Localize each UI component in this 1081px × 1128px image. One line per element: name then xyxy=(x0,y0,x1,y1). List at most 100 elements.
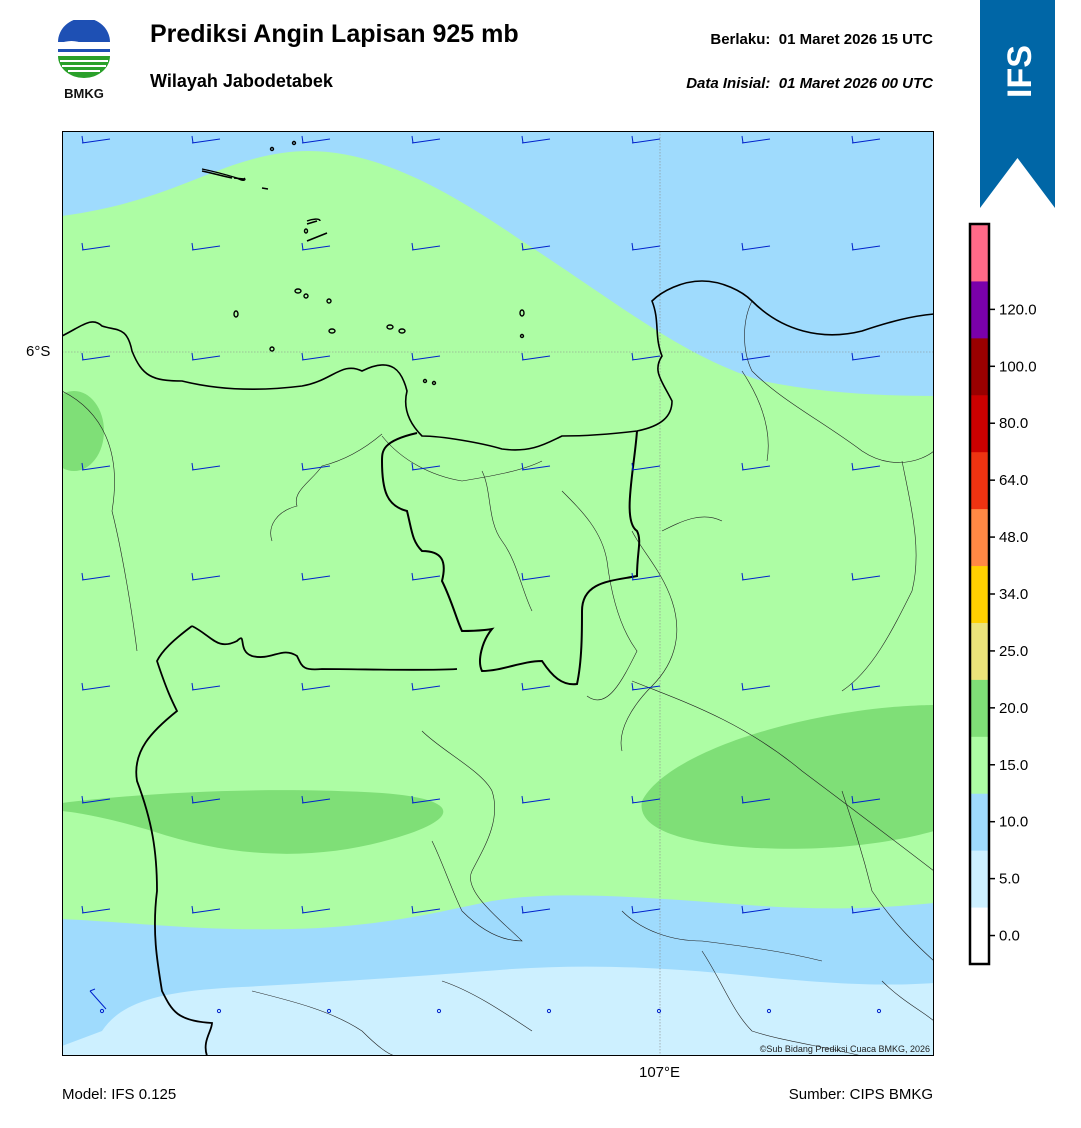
wind-barb xyxy=(631,572,661,581)
init-time: Data Inisial: 01 Maret 2026 00 UTC xyxy=(686,75,933,92)
wind-barb xyxy=(741,352,771,361)
wind-barb xyxy=(851,795,881,804)
bmkg-logo: BMKG xyxy=(58,20,110,101)
wind-barb xyxy=(741,795,771,804)
wind-barb xyxy=(191,462,221,471)
wind-barb xyxy=(301,682,331,691)
wind-barb xyxy=(411,135,441,144)
wind-barb xyxy=(191,795,221,804)
calm-wind-marker xyxy=(216,1008,222,1014)
colorbar-tick-label: 48.0 xyxy=(999,529,1028,546)
wind-barbs xyxy=(81,135,882,1014)
colorbar: 0.0 5.0 10.0 15.0 20.0 25.0 34.0 48.0 64.0 80.0 10… xyxy=(968,222,1037,966)
map-copyright: ©Sub Bidang Prediksi Cuaca BMKG, 2026 xyxy=(760,1044,930,1054)
wind-barb xyxy=(81,352,111,361)
calm-wind-marker xyxy=(876,1008,882,1014)
wind-barb xyxy=(851,135,881,144)
wind-barb xyxy=(81,462,111,471)
calm-wind-marker xyxy=(326,1008,332,1014)
colorbar-tick-label: 100.0 xyxy=(999,358,1037,375)
colorbar-tick-label: 34.0 xyxy=(999,586,1028,603)
wind-barb xyxy=(191,682,221,691)
colorbar-tick-label: 120.0 xyxy=(999,301,1037,318)
colorbar-tick-label: 20.0 xyxy=(999,700,1028,717)
init-value: 01 Maret 2026 00 UTC xyxy=(778,75,933,92)
longitude-label: 107°E xyxy=(639,1064,681,1081)
wind-barb xyxy=(631,462,661,471)
wind-barb xyxy=(741,905,771,914)
wind-barb xyxy=(741,462,771,471)
colorbar-segment xyxy=(970,280,989,339)
colorbar-segment xyxy=(970,622,989,680)
wind-barb xyxy=(851,572,881,581)
wind-barb xyxy=(301,135,331,144)
colorbar-tick-label: 64.0 xyxy=(999,472,1028,489)
wind-barb xyxy=(301,352,331,361)
calm-wind-marker xyxy=(656,1008,662,1014)
wind-barb xyxy=(411,682,441,691)
wind-barb xyxy=(191,572,221,581)
wind-barb xyxy=(521,242,551,251)
wind-map: ©Sub Bidang Prediksi Cuaca BMKG, 2026 xyxy=(62,131,934,1056)
wind-barb xyxy=(741,135,771,144)
colorbar-segment xyxy=(970,451,989,510)
wind-barb xyxy=(81,905,111,914)
wind-barb xyxy=(851,242,881,251)
colorbar-ticks: 0.0 5.0 10.0 15.0 20.0 25.0 34.0 48.0 64.0 80.0 10… xyxy=(989,301,1037,945)
regency-boundaries xyxy=(62,300,934,1056)
wind-barb xyxy=(631,795,661,804)
colorbar-segments xyxy=(970,224,989,965)
jakarta-province-border xyxy=(380,430,641,686)
wind-barb xyxy=(411,462,441,471)
wind-barb xyxy=(411,352,441,361)
wind-barb xyxy=(851,682,881,691)
wind-barb xyxy=(301,795,331,804)
latitude-label: 6°S xyxy=(26,343,51,360)
page-title: Prediksi Angin Lapisan 925 mb xyxy=(150,20,519,48)
wind-barb xyxy=(81,682,111,691)
wind-barb xyxy=(191,905,221,914)
wind-barb xyxy=(81,242,111,251)
ifs-banner: IFS xyxy=(980,0,1055,208)
ifs-banner-text: IFS xyxy=(1001,45,1039,98)
wind-barb xyxy=(851,462,881,471)
colorbar-tick-label: 5.0 xyxy=(999,871,1020,888)
wind-band-15-20-east xyxy=(641,705,934,849)
wind-barb xyxy=(521,352,551,361)
south-border-segment xyxy=(191,625,458,671)
colorbar-tick-label: 25.0 xyxy=(999,643,1028,660)
colorbar-segment xyxy=(970,508,989,567)
init-label: Data Inisial: xyxy=(686,75,771,92)
colorbar-tick-label: 0.0 xyxy=(999,928,1020,945)
wind-barb xyxy=(89,988,107,1010)
wind-barb xyxy=(191,242,221,251)
valid-time: Berlaku: 01 Maret 2026 15 UTC xyxy=(710,31,933,48)
wind-barb xyxy=(301,242,331,251)
colorbar-tick-label: 10.0 xyxy=(999,814,1028,831)
wind-barb xyxy=(301,462,331,471)
wind-barb xyxy=(411,795,441,804)
wind-barb xyxy=(521,572,551,581)
wind-band-5-10-north xyxy=(62,131,934,396)
calm-wind-marker xyxy=(766,1008,772,1014)
colorbar-segment xyxy=(970,850,989,908)
logo-text: BMKG xyxy=(64,86,104,101)
wind-band-15-20-west xyxy=(62,391,104,471)
colorbar-segment xyxy=(970,337,989,396)
colorbar-tick-label: 15.0 xyxy=(999,757,1028,774)
wind-barb xyxy=(81,135,111,144)
calm-wind-marker xyxy=(546,1008,552,1014)
region-subtitle: Wilayah Jabodetabek xyxy=(150,71,333,91)
wind-barb xyxy=(741,242,771,251)
wind-barb xyxy=(191,135,221,144)
wind-barb xyxy=(411,905,441,914)
wind-barb xyxy=(631,352,661,361)
wind-barb xyxy=(411,242,441,251)
colorbar-segment xyxy=(970,679,989,737)
thousand-islands xyxy=(201,140,525,386)
wind-band-0-5 xyxy=(62,966,934,1056)
wind-barb xyxy=(301,572,331,581)
wind-barb xyxy=(521,795,551,804)
wind-barb xyxy=(631,135,661,144)
colorbar-tick-label: 80.0 xyxy=(999,415,1028,432)
